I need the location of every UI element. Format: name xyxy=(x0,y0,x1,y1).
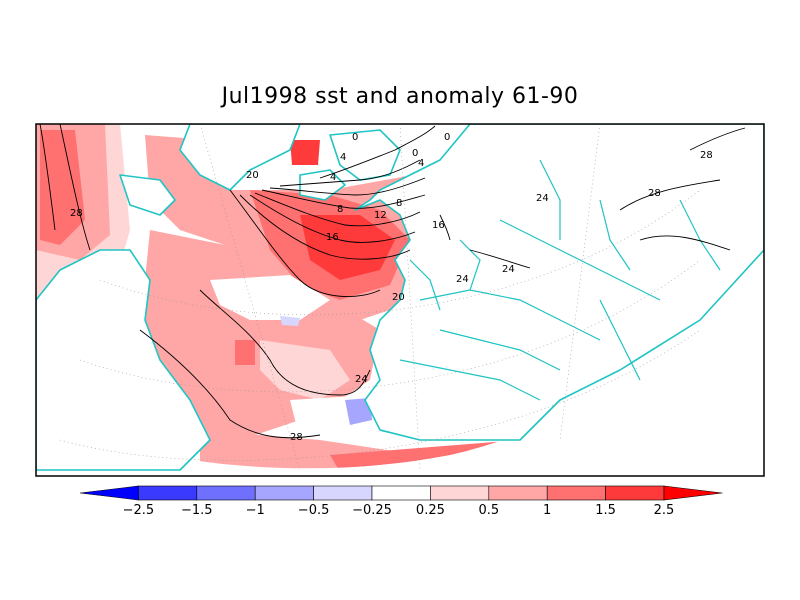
contour-label: 24 xyxy=(536,193,549,204)
colorbar-tick-label: 0.25 xyxy=(416,503,445,518)
contour-label: 28 xyxy=(290,432,303,443)
colorbar-tick-label: −0.25 xyxy=(352,503,392,518)
colorbar-tick-label: −1.5 xyxy=(181,503,213,518)
colorbar-tick-label: 1.5 xyxy=(595,503,616,518)
contour-label: 20 xyxy=(246,170,259,181)
sst-contours xyxy=(39,124,746,439)
colorbar-swatch xyxy=(371,485,431,501)
colorbar-swatch xyxy=(196,485,256,501)
contour-label: 0 xyxy=(412,148,418,159)
contour-label: 20 xyxy=(392,292,405,303)
contour-label: 4 xyxy=(340,152,346,163)
contour-label: 24 xyxy=(502,264,515,275)
colorbar-tick-label: −0.5 xyxy=(298,503,330,518)
coastlines xyxy=(36,124,764,471)
colorbar-right-arrow xyxy=(663,485,723,501)
contour-label: 8 xyxy=(396,198,402,209)
colorbar-tick-label: −2.5 xyxy=(123,503,155,518)
colorbar-tick-label: −1 xyxy=(246,503,265,518)
colorbar-swatch xyxy=(254,485,314,501)
contour-label: 4 xyxy=(418,158,424,169)
map-title: Jul1998 sst and anomaly 61-90 xyxy=(221,84,579,109)
contour-label: 28 xyxy=(70,208,83,219)
colorbar-swatch xyxy=(488,485,548,501)
contour-label: 16 xyxy=(432,220,445,231)
contour-label: 24 xyxy=(456,274,469,285)
contour-label: 28 xyxy=(648,188,661,199)
graticule xyxy=(59,124,701,471)
contour-label: 4 xyxy=(330,172,336,183)
contour-label: 28 xyxy=(700,150,713,161)
colorbar-swatch xyxy=(430,485,490,501)
map-frame xyxy=(35,123,765,477)
contour-label: 0 xyxy=(352,132,358,143)
colorbar-left-arrow xyxy=(79,485,139,501)
contour-label: 12 xyxy=(374,210,387,221)
colorbar-tick-label: 1 xyxy=(543,503,551,518)
colorbar-swatch xyxy=(605,485,665,501)
colorbar: −2.5 −1.5 −1 −0.5 −0.25 0.25 0.5 1 1.5 2.5 xyxy=(79,485,723,518)
map-area: 28 28 28 28 24 24 24 20 20 16 12 8 8 4 4… xyxy=(36,124,764,471)
colorbar-swatch xyxy=(138,485,198,501)
country-borders xyxy=(399,159,721,401)
colorbar-swatch xyxy=(313,485,373,501)
colorbar-swatch xyxy=(546,485,606,501)
contour-label: 24 xyxy=(355,374,368,385)
contour-label: 8 xyxy=(337,204,343,215)
contour-label: 16 xyxy=(326,232,339,243)
contour-label: 0 xyxy=(444,132,450,143)
colorbar-tick-label: 2.5 xyxy=(654,503,675,518)
colorbar-tick-label: 0.5 xyxy=(478,503,499,518)
contour-labels: 28 28 28 28 24 24 24 20 20 16 12 8 8 4 4… xyxy=(70,132,713,443)
